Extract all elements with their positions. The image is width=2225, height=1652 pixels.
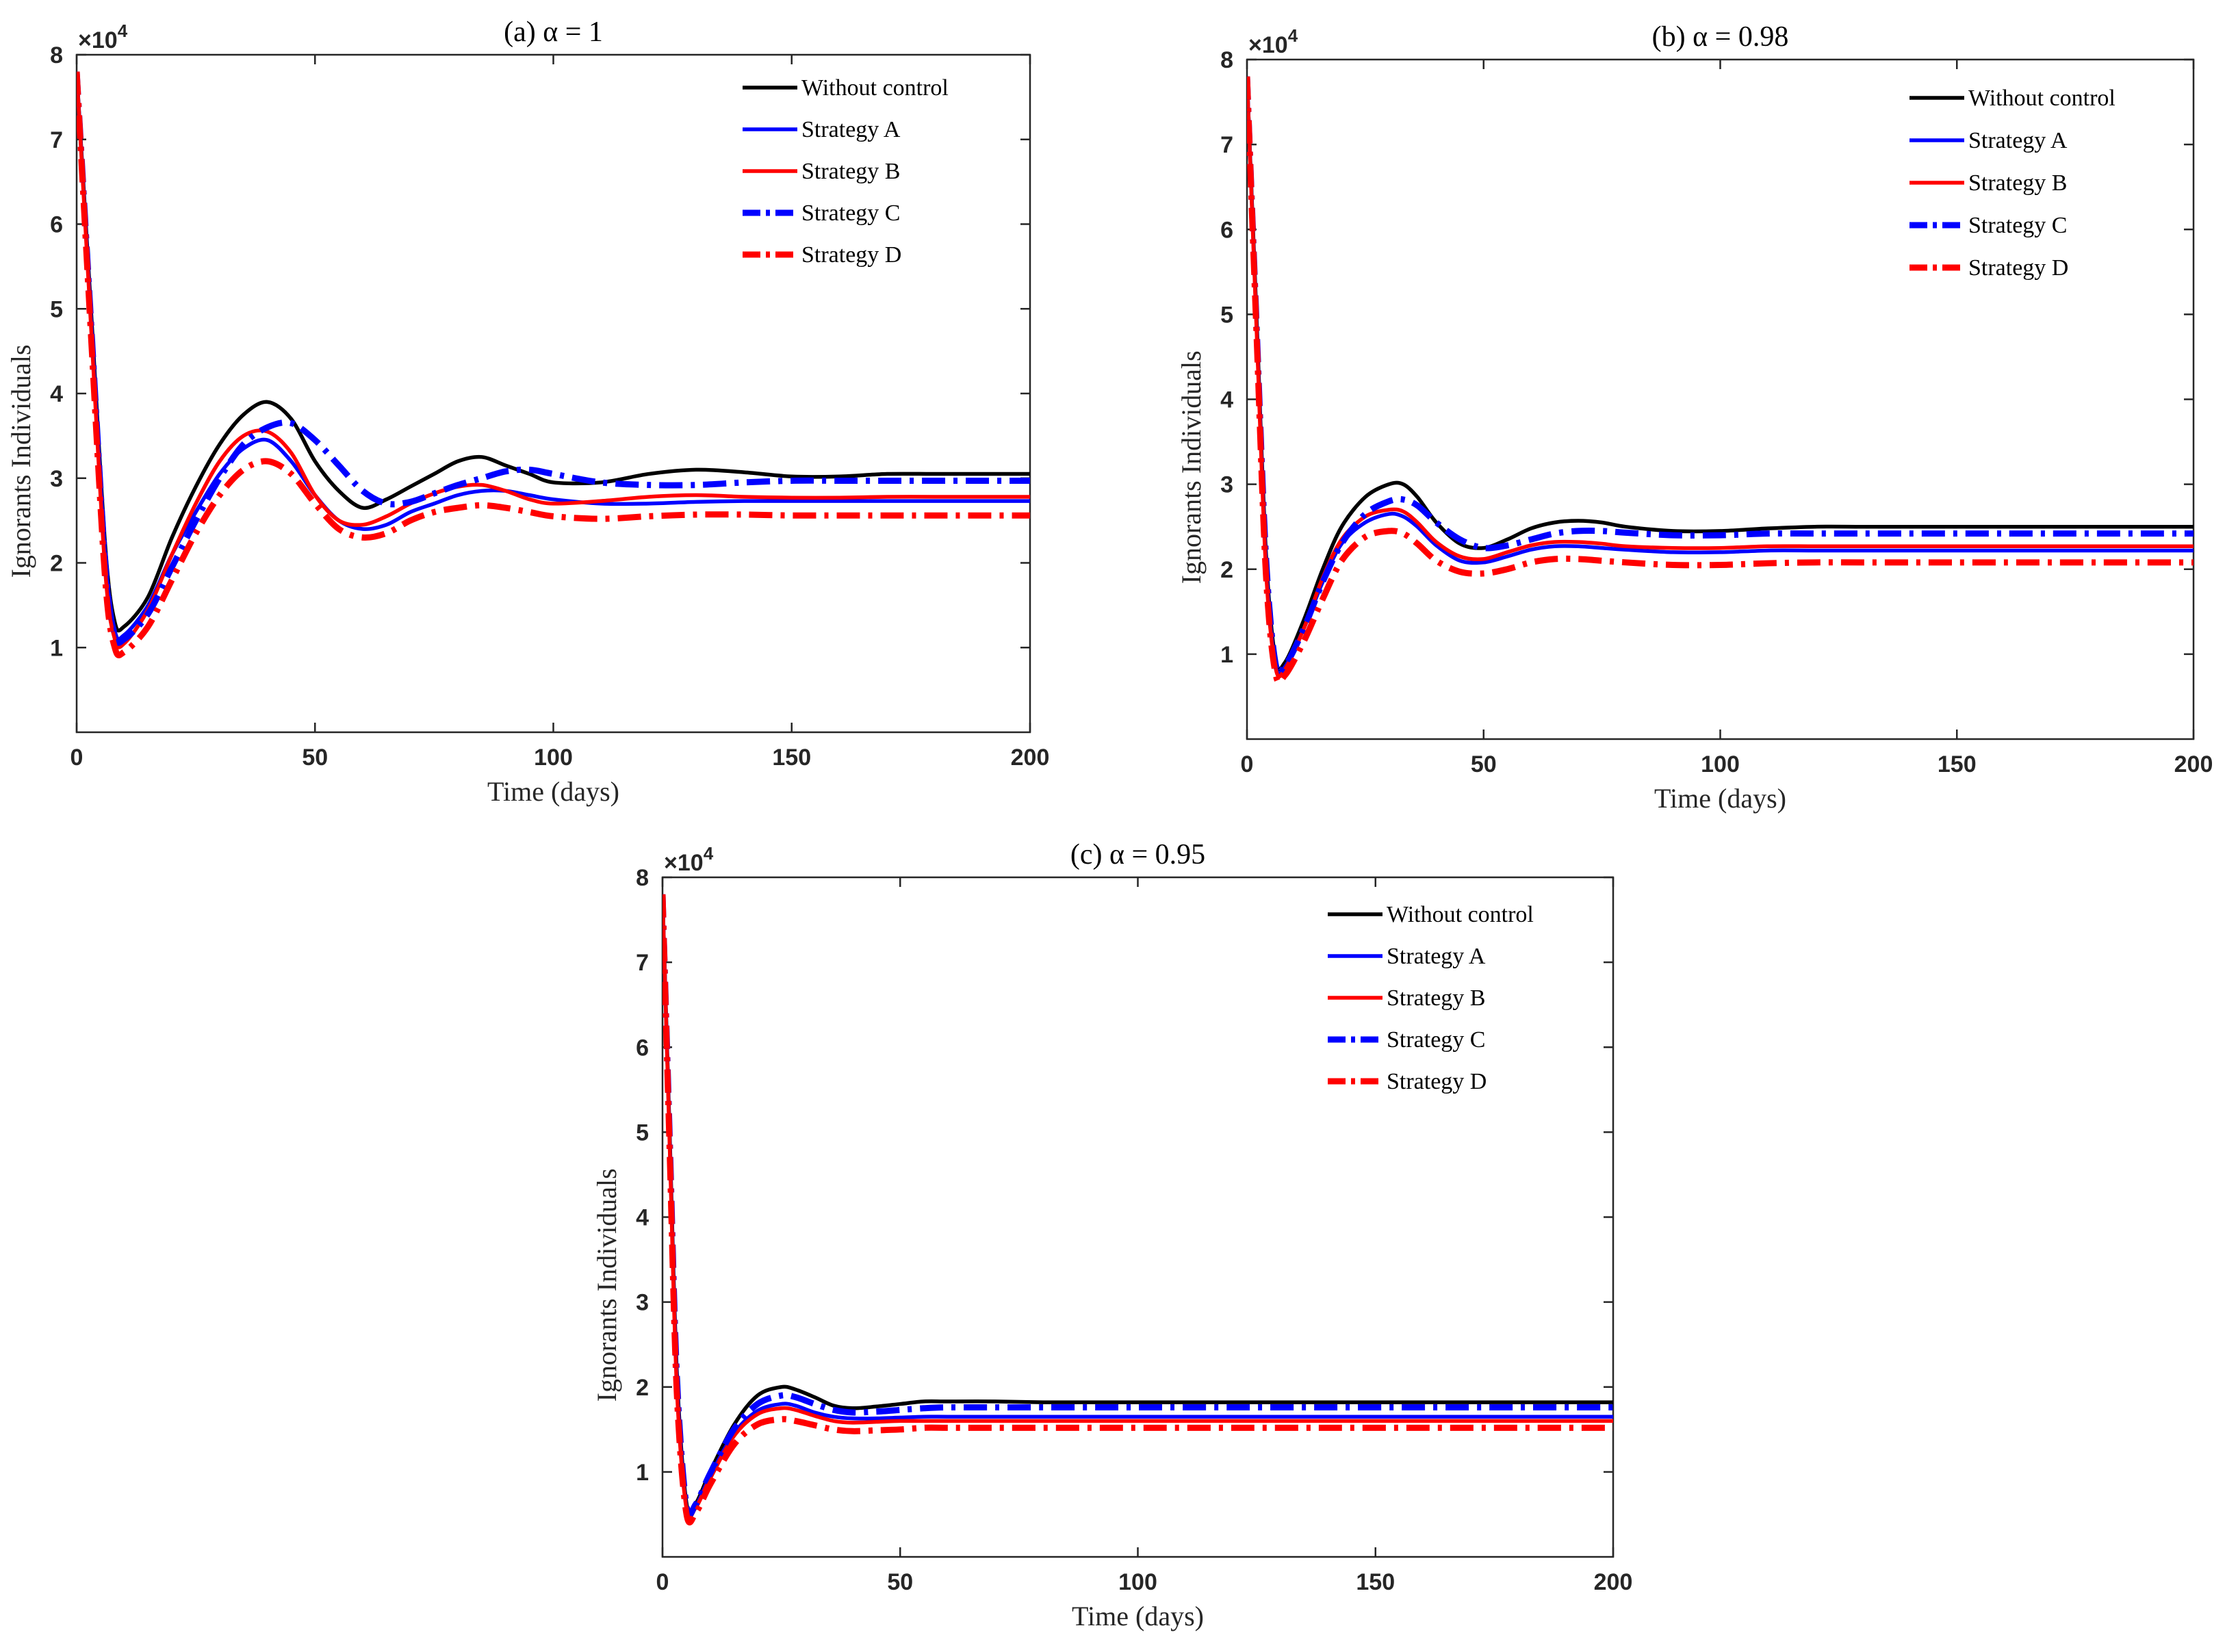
legend-label: Strategy B — [801, 159, 900, 184]
y-tick-label: 3 — [1220, 472, 1233, 498]
legend-label: Strategy C — [1968, 213, 2067, 238]
y-tick-label: 7 — [636, 950, 649, 976]
chart-title: (c) α = 0.95 — [1070, 839, 1205, 870]
series-line-strategy-a — [1247, 76, 2194, 676]
legend: Without control Strategy A Strategy B Strat… — [1909, 86, 2115, 281]
x-axis-label: Time (days) — [487, 776, 619, 807]
series-line-strategy-c — [77, 71, 1030, 646]
legend-label: Strategy A — [801, 117, 901, 142]
y-tick-label: 7 — [50, 127, 63, 153]
y-tick-label: 2 — [636, 1375, 649, 1401]
legend-label: Strategy D — [1968, 255, 2068, 281]
axis-exponent-label: ×104 — [664, 843, 714, 876]
x-tick-label: 50 — [887, 1569, 913, 1595]
axis-exponent-label: ×104 — [78, 21, 128, 53]
y-tick-label: 2 — [50, 551, 63, 577]
series-line-without-control — [1247, 76, 2194, 671]
x-tick-label: 200 — [1011, 745, 1050, 771]
y-tick-label: 1 — [50, 635, 63, 661]
y-tick-label: 8 — [1220, 47, 1233, 73]
chart-title: (b) α = 0.98 — [1652, 21, 1789, 53]
y-tick-label: 4 — [636, 1205, 649, 1231]
y-tick-label: 6 — [50, 212, 63, 238]
x-axis-label: Time (days) — [1654, 783, 1786, 814]
x-tick-label: 100 — [534, 745, 573, 771]
axes-frame — [661, 876, 1615, 1558]
series-line-strategy-d — [663, 894, 1613, 1526]
legend-label: Strategy D — [1387, 1069, 1487, 1094]
x-tick-label: 150 — [1938, 751, 1977, 777]
y-axis-label: Ignorants Individuals — [591, 1168, 622, 1402]
x-tick-label: 50 — [1471, 751, 1497, 777]
axes-frame — [1246, 58, 2195, 740]
series-line-without-control — [77, 71, 1030, 633]
x-tick-label: 100 — [1701, 751, 1740, 777]
y-tick-label: 8 — [50, 42, 63, 68]
chart-title: (a) α = 1 — [504, 16, 603, 48]
x-tick-label: 0 — [656, 1569, 669, 1595]
x-tick-label: 200 — [1594, 1569, 1633, 1595]
y-tick-label: 1 — [636, 1460, 649, 1486]
legend-label: Strategy C — [801, 201, 900, 226]
legend-label: Strategy B — [1387, 985, 1485, 1011]
y-tick-label: 3 — [50, 466, 63, 492]
x-tick-label: 100 — [1118, 1569, 1157, 1595]
series-line-strategy-c — [1247, 76, 2194, 676]
y-tick-label: 7 — [1220, 132, 1233, 158]
chart-panel-1: 0 50 100 150 200 1 2 3 4 5 6 7 8 ×104 (b) α = 0.98 Time… — [1176, 21, 2213, 814]
y-tick-label: 4 — [1220, 387, 1233, 413]
y-tick-label: 1 — [1220, 642, 1233, 668]
legend-label: Strategy D — [801, 242, 901, 268]
chart-panel-2: 0 50 100 150 200 1 2 3 4 5 6 7 8 ×104 (c) α = 0.95 Time… — [591, 839, 1632, 1631]
series-line-strategy-b — [77, 71, 1030, 649]
legend-label: Strategy A — [1387, 944, 1486, 969]
y-tick-label: 3 — [636, 1290, 649, 1316]
y-tick-label: 6 — [1220, 217, 1233, 243]
y-axis-label: Ignorants Individuals — [5, 344, 36, 578]
chart-panel-0: 0 50 100 150 200 1 2 3 4 5 6 7 8 ×104 (a) α = 1 Time (d… — [5, 16, 1049, 807]
axes-frame — [75, 53, 1031, 734]
y-tick-label: 4 — [50, 381, 63, 407]
legend-label: Without control — [1387, 902, 1534, 927]
y-tick-label: 5 — [636, 1120, 649, 1146]
legend-label: Strategy C — [1387, 1027, 1485, 1053]
legend-label: Strategy A — [1968, 128, 2068, 153]
y-tick-label: 5 — [50, 296, 63, 322]
legend-label: Strategy B — [1968, 170, 2067, 196]
legend-label: Without control — [801, 75, 949, 101]
x-tick-label: 150 — [772, 745, 811, 771]
series-line-strategy-b — [663, 894, 1613, 1519]
series-line-strategy-d — [77, 71, 1030, 659]
series-line-strategy-b — [1247, 76, 2194, 679]
x-tick-label: 50 — [302, 745, 328, 771]
x-tick-label: 0 — [70, 745, 83, 771]
y-tick-label: 8 — [636, 865, 649, 891]
y-tick-label: 6 — [636, 1035, 649, 1061]
y-tick-label: 5 — [1220, 302, 1233, 328]
y-tick-label: 2 — [1220, 557, 1233, 583]
series-line-strategy-a — [77, 71, 1030, 641]
x-tick-label: 200 — [2174, 751, 2213, 777]
series-group — [1247, 76, 2194, 686]
legend-label: Without control — [1968, 86, 2115, 111]
legend: Without control Strategy A Strategy B Strat… — [743, 75, 949, 268]
x-tick-label: 0 — [1241, 751, 1254, 777]
x-axis-label: Time (days) — [1072, 1601, 1204, 1631]
series-line-strategy-d — [1247, 76, 2194, 686]
series-group — [663, 894, 1613, 1526]
axis-exponent-label: ×104 — [1248, 25, 1298, 58]
x-tick-label: 150 — [1356, 1569, 1395, 1595]
y-axis-label: Ignorants Individuals — [1176, 350, 1207, 584]
legend: Without control Strategy A Strategy B Strat… — [1328, 902, 1534, 1094]
series-group — [77, 71, 1030, 659]
